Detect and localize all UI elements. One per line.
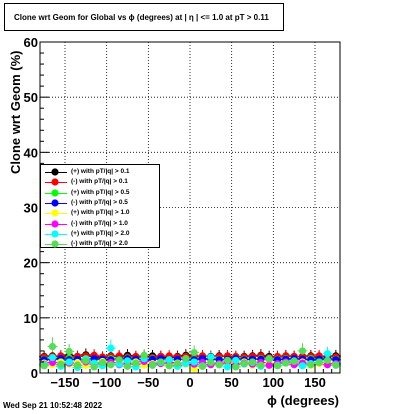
data-point [215, 361, 223, 369]
data-point [223, 356, 232, 364]
data-point [273, 362, 282, 370]
data-point [223, 363, 232, 371]
y-tick-label: 50 [24, 90, 38, 105]
legend-entry: (-) with pT/|q| > 0.1 [41, 177, 159, 187]
tick-labels: −150 −100 −50 0 50 100 150 0 10 20 30 40 50 60 [24, 35, 326, 390]
data-point [298, 362, 307, 370]
legend-label: (-) with pT/|q| > 0.1 [71, 178, 128, 186]
legend-entry: (+) with pT/|q| > 0.1 [41, 167, 159, 177]
legend-marker-icon [51, 209, 59, 217]
data-point [240, 360, 248, 368]
data-point [290, 357, 298, 366]
y-tick-label: 30 [24, 201, 38, 216]
data-point [123, 357, 132, 365]
data-point [48, 353, 57, 362]
data-point [48, 342, 57, 351]
legend-entry: (+) with pT/|q| > 1.0 [41, 208, 159, 218]
y-axis-title: Clone wrt Geom (%) [8, 50, 23, 174]
legend: (+) with pT/|q| > 0.1 (-) with pT/|q| > 0… [40, 164, 160, 248]
data-point [165, 362, 173, 370]
data-point [190, 348, 198, 357]
legend-entry: (-) with pT/|q| > 0.5 [41, 198, 159, 208]
data-point [90, 363, 98, 371]
legend-marker-icon [51, 168, 59, 176]
chart-title: Clone wrt Geom for Global vs ϕ (degrees)… [14, 13, 269, 22]
data-point [182, 355, 190, 363]
x-tick-label: −50 [137, 375, 159, 390]
data-point [148, 361, 157, 369]
data-point [140, 351, 148, 359]
data-point [182, 360, 190, 368]
data-point [190, 358, 198, 366]
data-point [282, 359, 290, 367]
data-point [165, 356, 173, 364]
x-tick-label: 100 [262, 375, 284, 390]
data-point [173, 360, 182, 368]
y-tick-label: 20 [24, 256, 38, 271]
legend-marker-icon [51, 199, 59, 207]
data-point [57, 360, 65, 368]
data-point [107, 361, 115, 369]
legend-label: (-) with pT/|q| > 1.0 [71, 219, 128, 227]
data-point [323, 356, 332, 364]
x-tick-label: 150 [304, 375, 326, 390]
data-point [232, 363, 240, 371]
legend-entry: (+) with pT/|q| > 2.0 [41, 229, 159, 239]
legend-marker-icon [51, 178, 59, 186]
y-tick-label: 40 [24, 145, 38, 160]
data-point [132, 359, 140, 367]
legend-label: (+) with pT/|q| > 0.1 [71, 168, 130, 175]
data-point [207, 358, 215, 367]
data-point [73, 361, 82, 369]
data-point [232, 356, 240, 364]
data-point [65, 358, 73, 366]
legend-marker-icon [51, 240, 59, 248]
date-stamp: Wed Sep 21 10:52:48 2022 [3, 401, 103, 410]
legend-entry: (-) with pT/|q| > 2.0 [41, 239, 159, 249]
data-point [332, 361, 340, 369]
data-point [65, 347, 73, 356]
legend-label: (+) with pT/|q| > 1.0 [71, 209, 130, 217]
x-tick-label: 0 [186, 375, 193, 390]
legend-label: (+) with pT/|q| > 2.0 [71, 229, 130, 237]
data-point [257, 361, 265, 369]
legend-label: (-) with pT/|q| > 0.5 [71, 198, 128, 206]
data-point [207, 353, 215, 361]
data-point [307, 361, 315, 369]
legend-marker-icon [51, 219, 59, 228]
x-tick-label: −100 [92, 375, 121, 390]
data-point [123, 362, 132, 370]
legend-entry: (+) with pT/|q| > 0.5 [41, 188, 159, 198]
data-point [107, 344, 115, 352]
y-tick-label: 10 [24, 311, 38, 326]
data-point [198, 362, 207, 370]
data-point [157, 358, 165, 366]
x-tick-label: −150 [50, 375, 79, 390]
y-tick-label: 60 [24, 35, 38, 50]
data-point [315, 358, 323, 367]
data-point [48, 358, 57, 367]
data-point [98, 358, 107, 367]
data-point [82, 357, 90, 365]
data-point [115, 356, 123, 364]
legend-entry: (-) with pT/|q| > 1.0 [41, 219, 159, 229]
legend-marker-icon [51, 230, 59, 238]
data-point [40, 362, 48, 370]
chart-title-box: Clone wrt Geom for Global vs ϕ (degrees)… [4, 3, 284, 31]
y-tick-label: 0 [31, 366, 38, 381]
data-point [265, 355, 273, 363]
legend-marker-icon [51, 188, 59, 197]
x-tick-label: 50 [224, 375, 238, 390]
legend-label: (-) with pT/|q| > 2.0 [71, 240, 128, 248]
x-axis-title: ϕ (degrees) [267, 393, 339, 408]
legend-label: (+) with pT/|q| > 0.5 [71, 188, 130, 196]
data-point [298, 347, 307, 355]
data-point [323, 350, 332, 358]
data-point [248, 358, 257, 366]
data-points [40, 342, 340, 373]
data-point [265, 361, 273, 369]
